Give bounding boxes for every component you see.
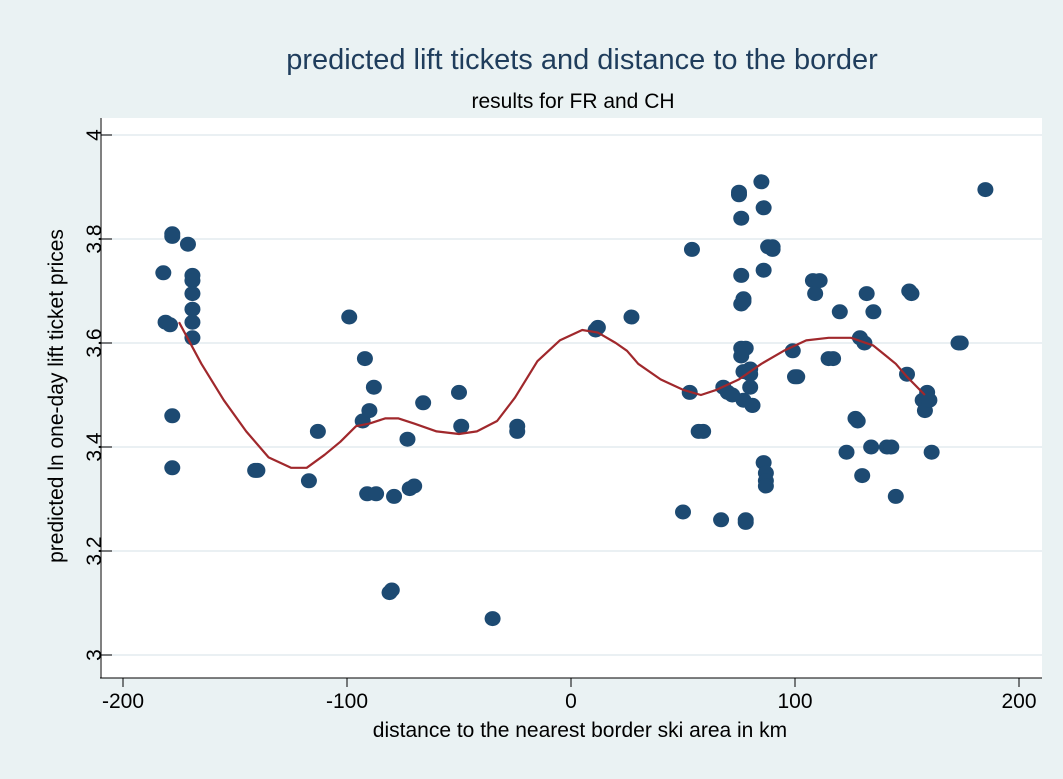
y-tick-label: 3 xyxy=(83,649,106,661)
chart-title: predicted lift tickets and distance to t… xyxy=(286,44,878,76)
y-tick-label: 3.4 xyxy=(83,432,106,462)
data-point xyxy=(742,379,759,395)
data-point xyxy=(863,439,880,455)
data-point xyxy=(921,392,938,408)
data-point xyxy=(825,351,842,367)
data-point xyxy=(755,262,772,278)
data-point xyxy=(899,366,915,382)
data-point xyxy=(695,423,712,439)
data-point xyxy=(744,397,761,413)
data-point xyxy=(164,228,181,244)
data-point xyxy=(731,184,747,200)
x-tick-label: 200 xyxy=(1001,690,1036,713)
data-point xyxy=(952,335,969,351)
data-point xyxy=(733,267,750,283)
y-axis-label: predicted ln one-day lift ticket prices xyxy=(45,229,68,563)
data-point xyxy=(162,317,179,333)
data-point xyxy=(309,423,326,439)
data-point xyxy=(300,473,317,489)
data-point xyxy=(179,236,196,252)
data-point xyxy=(883,439,900,455)
plot-area xyxy=(100,118,1042,678)
data-point xyxy=(184,273,201,289)
data-point xyxy=(675,504,691,520)
data-point xyxy=(742,366,759,382)
data-point xyxy=(849,413,866,429)
data-point xyxy=(903,286,920,302)
data-point xyxy=(854,468,871,484)
data-point xyxy=(164,460,181,476)
gridlines xyxy=(100,134,1042,656)
data-point xyxy=(415,395,432,411)
data-point xyxy=(923,444,940,460)
data-point xyxy=(865,304,882,320)
chart-subtitle: results for FR and CH xyxy=(471,90,674,113)
data-point xyxy=(838,444,855,460)
data-point xyxy=(184,286,201,302)
data-point xyxy=(755,200,772,216)
data-point xyxy=(406,478,423,494)
y-tick-label: 3.6 xyxy=(83,328,106,357)
x-axis-label: distance to the nearest border ski area … xyxy=(373,719,787,742)
x-tick-label: 100 xyxy=(777,690,812,713)
data-point xyxy=(764,241,781,257)
data-point xyxy=(484,611,501,627)
data-point xyxy=(757,478,774,494)
data-point xyxy=(858,286,875,302)
data-point xyxy=(361,403,378,419)
fit-line xyxy=(178,321,926,469)
data-point xyxy=(807,286,824,302)
data-point xyxy=(733,210,750,226)
data-point xyxy=(453,418,470,434)
data-point xyxy=(831,304,848,320)
data-point xyxy=(155,265,172,281)
data-point xyxy=(735,291,752,307)
data-point xyxy=(887,488,904,504)
data-point xyxy=(977,182,994,198)
data-point xyxy=(784,343,801,359)
data-point xyxy=(509,418,526,434)
y-tick-label: 4 xyxy=(83,129,106,141)
data-point xyxy=(789,369,806,385)
fit-line-layer xyxy=(178,321,926,469)
data-point xyxy=(811,273,828,289)
x-tick-label: 0 xyxy=(565,690,577,713)
data-point xyxy=(753,174,770,190)
data-point xyxy=(383,582,400,598)
data-point xyxy=(713,512,730,528)
axes: 3 3.2 3.4 3.6 3.8 4 -200 -100 0 100 200 xyxy=(83,118,1042,713)
data-point xyxy=(737,514,754,530)
data-point xyxy=(623,309,640,325)
data-point xyxy=(184,301,201,317)
x-tick-label: -200 xyxy=(102,690,144,713)
data-point xyxy=(365,379,382,395)
data-point xyxy=(341,309,358,325)
data-point xyxy=(249,462,266,478)
data-point xyxy=(451,384,467,400)
data-points xyxy=(155,174,994,627)
y-tick-label: 3.2 xyxy=(83,536,106,565)
data-point xyxy=(164,408,181,424)
data-point xyxy=(184,314,201,330)
x-tick-label: -100 xyxy=(326,690,368,713)
y-tick-label: 3.8 xyxy=(83,224,106,253)
data-point xyxy=(737,340,754,356)
data-point xyxy=(356,351,373,367)
data-point xyxy=(399,431,416,447)
data-point xyxy=(368,486,385,502)
data-point xyxy=(386,488,403,504)
data-point xyxy=(683,241,700,257)
